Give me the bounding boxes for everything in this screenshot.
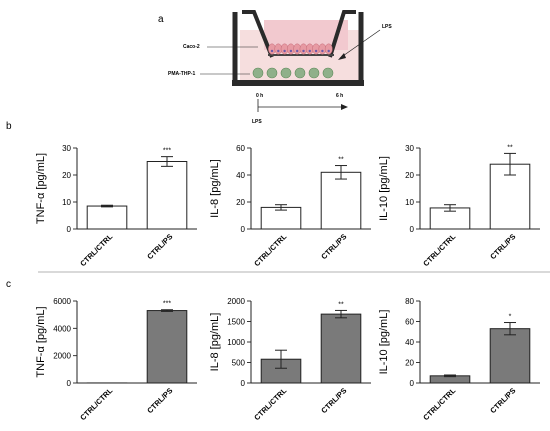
y-tick-label: 20 bbox=[62, 171, 71, 180]
thp1-cell-layer bbox=[252, 67, 334, 79]
y-tick-label: 6000 bbox=[53, 297, 71, 306]
bar bbox=[260, 206, 302, 230]
y-tick-label: 4000 bbox=[53, 324, 71, 333]
bar-chart-3: 0 10 20 30 IL-10 [pg/mL] CTRL/CTRL ** CTRL/PS bbox=[378, 144, 540, 268]
y-tick-label: 2000 bbox=[53, 352, 71, 361]
y-tick-label: 20 bbox=[405, 359, 414, 368]
bar bbox=[146, 310, 188, 384]
y-tick-label: 60 bbox=[405, 318, 414, 327]
lps-label-bottom: LPS bbox=[252, 119, 262, 125]
y-tick-label: 30 bbox=[62, 144, 71, 153]
x-category-label: CTRL/PS bbox=[145, 386, 174, 415]
y-tick-label: 20 bbox=[236, 198, 245, 207]
panel-label-b: b bbox=[6, 121, 12, 132]
caco2-cell bbox=[324, 43, 333, 55]
time-6h: 6 h bbox=[336, 93, 343, 99]
y-tick-label: 20 bbox=[405, 171, 414, 180]
x-category-label: CTRL/PS bbox=[319, 386, 348, 415]
significance-marker: ** bbox=[507, 144, 513, 151]
y-tick-label: 0 bbox=[410, 225, 415, 234]
panel-label-a: a bbox=[158, 14, 164, 25]
transwell-diagram: Caco-2 PMA-THP-1 LPS 0 h 6 h LPS bbox=[168, 10, 392, 125]
caco2-nucleus bbox=[327, 49, 330, 53]
x-category-label: CTRL/PS bbox=[488, 386, 517, 415]
thp1-cell bbox=[308, 67, 320, 79]
caco2-nucleus bbox=[296, 49, 299, 53]
thp1-cell bbox=[294, 67, 306, 79]
bar-chart-2: 0 20 40 60 IL-8 [pg/mL] CTRL/CTRL ** CTRL/PS bbox=[209, 144, 371, 268]
y-tick-label: 2000 bbox=[227, 297, 245, 306]
y-tick-label: 10 bbox=[405, 198, 414, 207]
thp1-cell bbox=[322, 67, 334, 79]
significance-marker: ** bbox=[338, 157, 344, 164]
y-axis-title: TNF-α [pg/mL] bbox=[35, 153, 47, 224]
lps-label-top: LPS bbox=[382, 24, 392, 30]
caco2-label: Caco-2 bbox=[183, 44, 200, 50]
caco2-nucleus bbox=[302, 49, 305, 53]
caco2-nucleus bbox=[283, 49, 286, 53]
y-tick-label: 40 bbox=[405, 338, 414, 347]
lps-arrow bbox=[339, 29, 381, 59]
bar-chart-1: 0 10 20 30 TNF-α [pg/mL] CTRL/CTRL *** CTRL/PS bbox=[35, 144, 197, 268]
y-tick-label: 40 bbox=[236, 171, 245, 180]
significance-marker: *** bbox=[163, 301, 171, 308]
y-tick-label: 10 bbox=[62, 198, 71, 207]
x-category-label: CTRL/CTRL bbox=[252, 232, 288, 268]
caco2-nucleus bbox=[277, 49, 280, 53]
x-category-label: CTRL/CTRL bbox=[252, 386, 288, 422]
significance-marker: * bbox=[509, 314, 512, 321]
caco2-cell-layer bbox=[268, 43, 333, 55]
x-category-label: CTRL/PS bbox=[319, 232, 348, 261]
thp1-cell bbox=[280, 67, 292, 79]
well-bottom bbox=[232, 80, 364, 86]
bar-chart-6: 0 20 40 60 80 IL-10 [pg/mL] CTRL/CTRL * CTRL/PS bbox=[378, 297, 540, 422]
significance-marker: ** bbox=[338, 301, 344, 308]
x-category-label: CTRL/CTRL bbox=[421, 232, 457, 268]
caco2-nucleus bbox=[270, 49, 274, 53]
y-axis-title: IL-8 [pg/mL] bbox=[209, 159, 221, 218]
caco2-nucleus bbox=[289, 49, 293, 53]
insert-wall-left bbox=[242, 10, 274, 58]
y-tick-label: 60 bbox=[236, 144, 245, 153]
y-tick-label: 0 bbox=[241, 225, 246, 234]
caco2-nucleus bbox=[308, 49, 311, 53]
significance-marker: *** bbox=[163, 148, 171, 155]
y-axis-title: IL-10 [pg/mL] bbox=[378, 310, 390, 375]
y-tick-label: 0 bbox=[241, 379, 246, 388]
panel-label-c: c bbox=[6, 279, 11, 290]
bar bbox=[146, 161, 188, 230]
time-0h: 0 h bbox=[256, 93, 263, 99]
bar bbox=[86, 205, 128, 230]
insert-wall-right bbox=[328, 10, 356, 58]
y-axis-title: IL-10 [pg/mL] bbox=[378, 156, 390, 221]
y-tick-label: 500 bbox=[232, 359, 246, 368]
x-category-label: CTRL/CTRL bbox=[421, 386, 457, 422]
bar bbox=[489, 328, 531, 384]
thp1-cell bbox=[266, 67, 278, 79]
bar-chart-4: 0 2000 4000 6000 TNF-α [pg/mL] CTRL/CTRL *** CT… bbox=[35, 297, 197, 422]
thp1-cell bbox=[252, 67, 264, 79]
y-tick-label: 0 bbox=[67, 379, 72, 388]
y-tick-label: 1500 bbox=[227, 318, 245, 327]
y-tick-label: 1000 bbox=[227, 338, 245, 347]
y-axis-title: TNF-α [pg/mL] bbox=[35, 306, 47, 377]
x-category-label: CTRL/CTRL bbox=[78, 386, 114, 422]
lps-arrow-head bbox=[338, 53, 346, 60]
timeline-arrow-head bbox=[341, 104, 348, 110]
x-category-label: CTRL/PS bbox=[488, 232, 517, 261]
y-tick-label: 80 bbox=[405, 297, 414, 306]
x-category-label: CTRL/CTRL bbox=[78, 232, 114, 268]
bar bbox=[320, 313, 362, 384]
bar bbox=[320, 171, 362, 230]
y-axis-title: IL-8 [pg/mL] bbox=[209, 313, 221, 372]
x-category-label: CTRL/PS bbox=[145, 232, 174, 261]
caco2-nucleus bbox=[314, 49, 318, 53]
bar-chart-5: 0 500 1000 1500 2000 IL-8 [pg/mL] CTRL/CTRL ** C… bbox=[209, 297, 371, 422]
caco2-nucleus bbox=[321, 49, 324, 53]
y-tick-label: 30 bbox=[405, 144, 414, 153]
y-tick-label: 0 bbox=[410, 379, 415, 388]
thp1-label: PMA-THP-1 bbox=[168, 71, 195, 77]
y-tick-label: 0 bbox=[67, 225, 72, 234]
